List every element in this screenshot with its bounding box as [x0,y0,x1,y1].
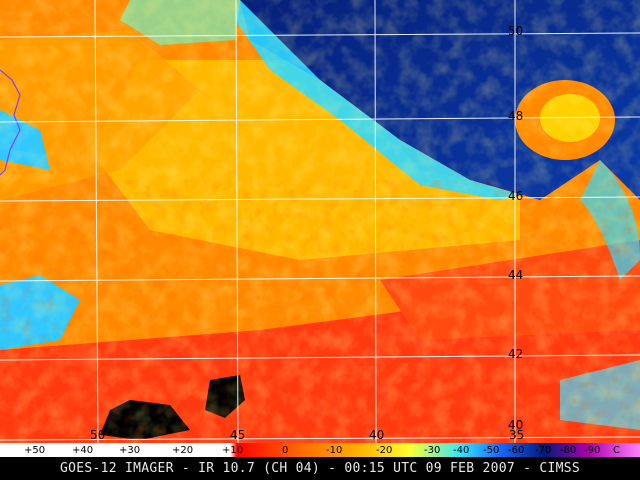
latitude-label-48: 48 [508,109,524,123]
scale-label-0: 0 [282,445,289,456]
latitude-label-40: 40 [508,418,524,432]
scale-label-minus20: -20 [376,445,393,456]
scale-label-minus80: -80 [560,445,577,456]
scale-label-plus20: +20 [172,445,194,456]
scale-label-plus50: +50 [24,445,46,456]
longitude-label-35: 35 [509,428,525,442]
scale-label-minus60: -60 [508,445,525,456]
longitude-label-45: 45 [230,428,246,442]
scale-label-plus10: +10 [222,445,244,456]
scale-label-minus50: -50 [483,445,500,456]
satellite-ir-image [0,0,640,443]
latitude-label-46: 46 [508,189,524,203]
scale-label-plus40: +40 [72,445,94,456]
latitude-label-44: 44 [508,268,524,282]
graticule [0,0,640,443]
scale-label-minus90: -90 [584,445,601,456]
image-caption: GOES-12 IMAGER - IR 10.7 (CH 04) - 00:15… [0,457,640,480]
latitude-label-42: 42 [508,347,524,361]
scale-label-minus30: -30 [424,445,441,456]
scale-label-minus70: -70 [535,445,552,456]
temperature-color-scale [0,443,640,457]
longitude-label-40: 40 [369,428,385,442]
scale-label-unit: C [613,445,620,456]
scale-label-minus40: -40 [453,445,470,456]
longitude-label-50: 50 [90,428,106,442]
scale-label-minus10: -10 [326,445,343,456]
scale-label-plus30: +30 [119,445,141,456]
latitude-label-50: 50 [508,24,524,38]
